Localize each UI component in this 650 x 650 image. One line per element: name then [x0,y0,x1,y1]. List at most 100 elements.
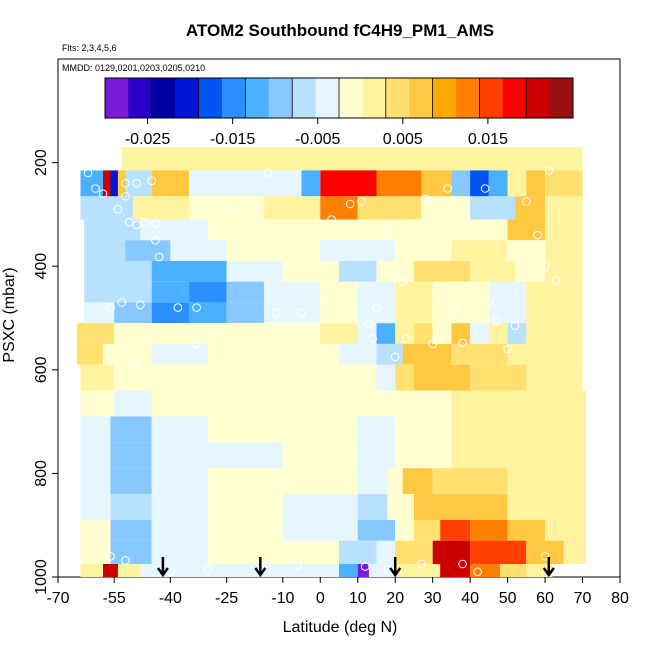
heatmap-cell [151,302,190,324]
heatmap-cell [357,281,396,303]
heatmap-cell [545,323,583,344]
profile-arrow-head [542,567,555,578]
observation-point [443,184,453,193]
heatmap-cell [421,196,471,220]
x-tick-label: -40 [159,590,182,607]
observation-point [364,319,374,329]
dates-label: MMDD: 0129,0201,0203,0205,0210 [62,63,205,73]
heatmap-cell [226,302,265,324]
observation-point [136,300,145,310]
heatmap-cell [84,219,141,241]
heatmap-cell [282,442,358,469]
observation-point [522,197,531,206]
heatmap-cell [80,442,111,469]
heatmap-cell [103,564,118,577]
heatmap-cell [395,520,414,541]
heatmap-cell [151,520,208,541]
heatmap-cell [110,520,152,541]
observation-point [117,298,126,307]
heatmap-cell [376,261,414,282]
colorbar-swatch [502,78,527,118]
heatmap-cell [507,416,587,443]
colorbar-swatch [151,78,176,118]
heatmap-cell [320,196,358,220]
colorbar-swatch [456,78,480,118]
heatmap-cell [339,343,377,365]
heatmap-cell [470,520,508,541]
heatmap-cell [451,390,508,417]
heatmap-cell [563,540,587,564]
colorbar-tick-label: -0.025 [125,131,170,148]
observation-point [151,219,160,228]
observation-point [91,184,100,193]
heatmap-cell [432,302,489,324]
x-axis-label: Latitude (deg N) [283,619,398,636]
flights-label: Flts: 2,3,4,5,6 [62,43,117,53]
heatmap-cell [170,364,227,391]
colorbar-swatch [268,78,293,118]
heatmap-cell [369,564,396,577]
heatmap-cell [320,323,358,344]
heatmap-cell [357,196,422,220]
profile-markers [156,557,555,578]
heatmap-cell [507,219,546,241]
heatmap-cell [507,468,587,495]
heatmap-cell [226,323,283,344]
colorbar-swatch [526,78,550,118]
heatmap-cell [395,416,452,443]
colorbar-swatch [198,78,223,118]
heatmap-cell [80,494,111,520]
y-tick-label: 800 [33,460,50,487]
heatmap-cell [387,468,403,495]
observation-point [263,168,273,178]
heatmap-cell [357,323,377,344]
heatmap-cell [151,261,227,282]
heatmap-cell [488,302,527,324]
heatmap-cell [526,302,583,324]
heatmap-cell [282,540,339,564]
heatmap-cell [114,390,152,417]
observation-point [139,217,149,227]
heatmap-cell [470,323,489,344]
heatmap-cell [80,196,133,220]
heatmap-cell [320,281,358,303]
profile-arrow-head [254,567,267,578]
heatmap-cell [132,196,190,220]
observation-point [480,184,490,193]
heatmap-cell [320,302,358,324]
heatmap-cell [282,323,321,344]
heatmap-cell [114,364,171,391]
heatmap-cell [488,281,527,303]
chart-title: ATOM2 Southbound fC4H9_PM1_AMS [186,21,494,40]
heatmap-cell [395,540,433,564]
heatmap-cell [451,343,508,365]
heatmap-cell [151,442,208,469]
heatmap-cell [507,343,546,365]
observation-point [203,564,213,574]
heatmap-cell [121,147,583,171]
heatmap-cell [451,416,508,443]
colorbar-swatch [479,78,504,118]
heatmap-cell [413,520,441,541]
heatmap-cell [488,170,508,197]
observation-point [372,303,381,312]
heatmap-cell [151,343,208,365]
heatmap-cell [507,520,546,541]
observation-point [345,199,355,209]
heatmap-cell [395,281,433,303]
heatmap-cell [470,196,516,220]
observation-point [173,303,183,312]
heatmap-cell [395,364,414,391]
colorbar-swatch [315,78,340,118]
heatmap-cell [526,564,553,577]
observation-points [83,166,561,577]
heatmap-cell [357,520,396,541]
heatmap-cell [117,564,141,577]
heatmap-cell [545,261,583,282]
observation-point [533,230,542,240]
heatmap-cell [114,323,152,344]
heatmap-cell [151,170,190,197]
observation-point [428,339,438,349]
observation-point [132,179,141,188]
